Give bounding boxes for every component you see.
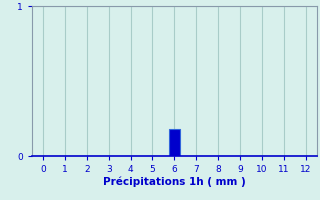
Bar — [169, 129, 180, 156]
X-axis label: Précipitations 1h ( mm ): Précipitations 1h ( mm ) — [103, 177, 246, 187]
